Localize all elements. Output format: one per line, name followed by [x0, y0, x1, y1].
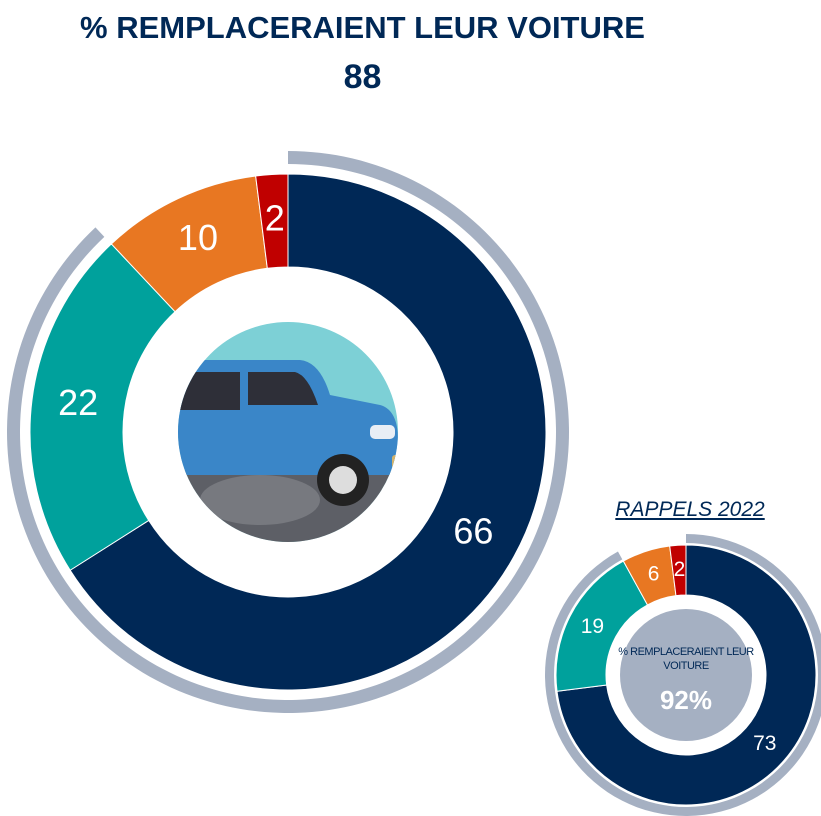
center-disc: [620, 609, 752, 741]
data-label: 22: [58, 382, 98, 423]
car-icon: [170, 320, 410, 550]
center-title: % REMPLACERAIENT LEUR VOITURE: [616, 645, 756, 673]
data-label: 10: [178, 217, 218, 258]
page: 6622102731962 % REMPLACERAIENT LEUR VOIT…: [0, 0, 821, 816]
data-label: 73: [753, 732, 776, 755]
data-label: 66: [453, 510, 493, 551]
data-label: 19: [581, 615, 604, 638]
chart-title: % REMPLACERAIENT LEUR VOITURE: [0, 10, 725, 46]
data-label: 6: [648, 563, 660, 586]
data-label: 2: [265, 197, 285, 238]
center-value: 92%: [616, 685, 756, 716]
headline: 88: [0, 58, 725, 97]
data-label: 2: [674, 558, 686, 581]
subchart-title: RAPPELS 2022: [580, 498, 800, 522]
